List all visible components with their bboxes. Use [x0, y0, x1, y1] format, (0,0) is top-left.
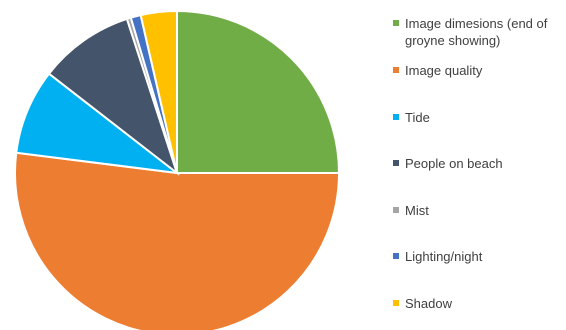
pie-plot-area [14, 9, 341, 330]
legend-label-people-on-beach: People on beach [405, 156, 503, 171]
legend-swatch-people-on-beach [393, 160, 399, 166]
pie-slice-tide [15, 72, 181, 175]
pie-slice-shadow [139, 9, 178, 174]
legend-swatch-image-quality [393, 67, 399, 73]
legend-label-tide: Tide [405, 110, 430, 125]
legend-label-shadow: Shadow [405, 296, 452, 311]
legend-label-lighting-night: Lighting/night [405, 249, 483, 264]
legend-swatch-mist [393, 207, 399, 213]
pie-slice-image-quality [14, 151, 341, 330]
legend-swatch-shadow [393, 300, 399, 306]
legend-swatch-tide [393, 114, 399, 120]
legend-swatch-image-dimensions [393, 20, 399, 26]
legend-swatch-lighting-night [393, 253, 399, 259]
legend-label-image-quality: Image quality [405, 63, 483, 78]
legend-item-image-quality: Image quality [393, 62, 565, 79]
legend-item-shadow: Shadow [393, 295, 565, 312]
legend-item-mist: Mist [393, 202, 565, 219]
legend-item-image-dimensions: Image dimesions (end of groyne showing) [393, 15, 565, 49]
legend-item-tide: Tide [393, 109, 565, 126]
pie-slice-people-on-beach [47, 17, 179, 176]
legend-label-mist: Mist [405, 203, 429, 218]
legend-item-lighting-night: Lighting/night [393, 248, 565, 265]
legend-label-image-dimensions: Image dimesions (end of groyne showing) [405, 16, 548, 48]
pie-slice-image-dimesions-end-of-groyne-showing [176, 9, 341, 174]
legend-item-people-on-beach: People on beach [393, 155, 565, 172]
